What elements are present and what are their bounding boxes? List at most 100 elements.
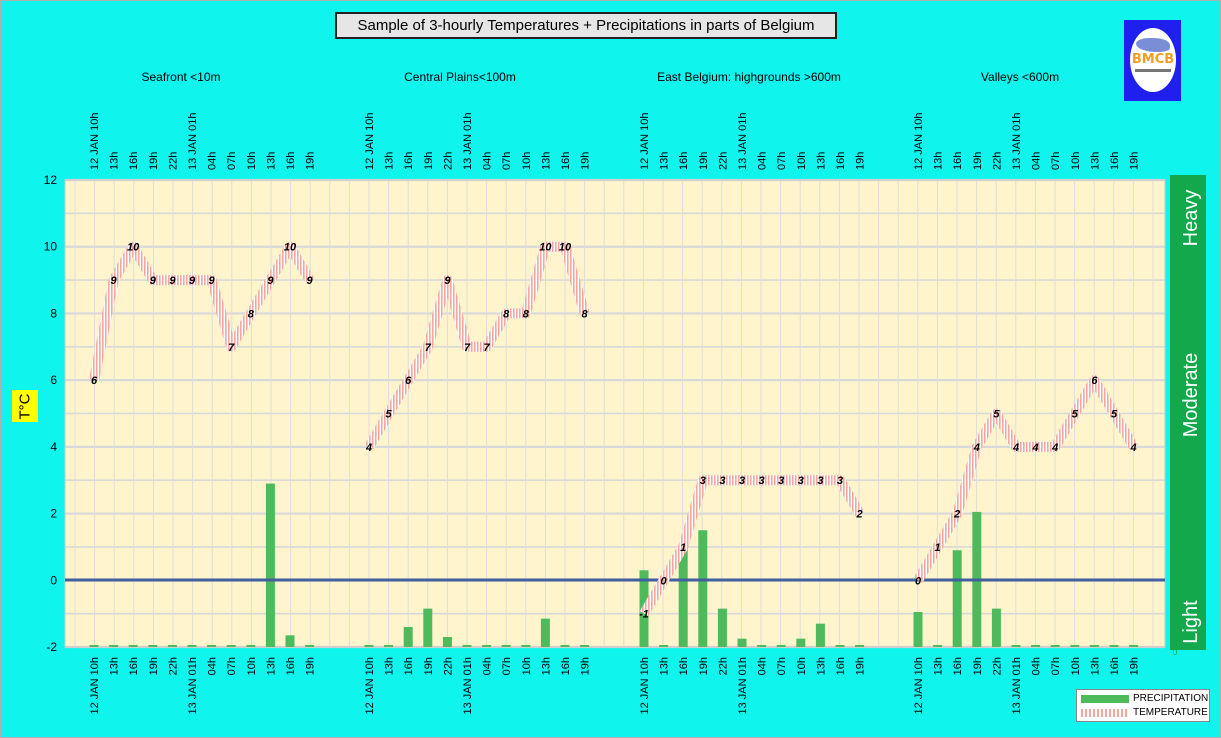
- x-tick-label-bottom: 13 JAN 01h: [1011, 657, 1023, 714]
- precipitation-bar: [678, 546, 688, 647]
- x-tick-label-top: 04h: [482, 152, 494, 170]
- x-tick-label-bottom: 22h: [442, 657, 454, 675]
- precipitation-bar: [423, 608, 433, 647]
- chart-legend: PRECIPITATION TEMPERATURE: [1076, 689, 1210, 722]
- precipitation-bar: [148, 645, 158, 647]
- x-tick-label-top: 19h: [423, 152, 435, 170]
- x-tick-label-top: 10h: [521, 152, 533, 170]
- x-tick-label-top: 13 JAN 01h: [187, 113, 199, 170]
- temperature-data-label: 3: [700, 475, 706, 487]
- x-tick-label-top: 10h: [246, 152, 258, 170]
- temperature-data-label: 7: [228, 342, 235, 354]
- x-tick-label-bottom: 13h: [109, 657, 121, 675]
- x-tick-label-bottom: 07h: [501, 657, 513, 675]
- x-tick-label-top: 13h: [659, 152, 671, 170]
- precipitation-bar: [501, 645, 511, 647]
- precipitation-bar: [913, 611, 923, 647]
- temperature-line: [913, 375, 1138, 583]
- group-title: Valleys <600m: [981, 70, 1059, 84]
- intensity-bar: Heavy Moderate Light 0: [1170, 175, 1206, 657]
- precipitation-bar: [1050, 645, 1060, 647]
- precipitation-bar: [226, 645, 236, 647]
- y-axis-label: T°C: [12, 390, 38, 422]
- precipitation-bar: [1129, 645, 1139, 647]
- temperature-data-label: 9: [150, 275, 157, 287]
- x-tick-label-top: 07h: [1050, 152, 1062, 170]
- temperature-data-label: 6: [1091, 375, 1098, 387]
- x-tick-label-bottom: 13h: [265, 657, 277, 675]
- belgium-map-icon: [1136, 38, 1170, 52]
- precipitation-bar: [815, 623, 825, 647]
- x-axis-ticks: 12 JAN 10h 12 JAN 10h 13h 13h 16h 16h 19h 19h 22…: [89, 113, 1141, 715]
- x-tick-label-bottom: 07h: [1050, 657, 1062, 675]
- temperature-data-label: 4: [365, 442, 372, 454]
- x-tick-label-top: 12 JAN 10h: [913, 113, 925, 170]
- x-tick-label-bottom: 04h: [757, 657, 769, 675]
- x-tick-label-top: 16h: [952, 152, 964, 170]
- plot-border: [64, 179, 1166, 648]
- x-tick-label-bottom: 19h: [698, 657, 710, 675]
- y-tick-label: -2: [46, 640, 57, 654]
- temperature-data-label: 8: [248, 308, 255, 320]
- x-tick-label-top: 12 JAN 10h: [639, 113, 651, 170]
- intensity-heavy-label: Heavy: [1180, 190, 1202, 247]
- x-tick-label-top: 22h: [442, 152, 454, 170]
- precipitation-bar: [991, 608, 1001, 647]
- x-tick-label-bottom: 13h: [540, 657, 552, 675]
- y-tick-label: 10: [44, 240, 58, 254]
- temperature-data-label: 7: [464, 342, 471, 354]
- temperature-data-label: 3: [837, 475, 843, 487]
- temperature-data-label: 8: [523, 308, 530, 320]
- temperature-data-label: 4: [973, 442, 980, 454]
- temperature-data-label: 6: [91, 375, 98, 387]
- temperature-data-label: 8: [582, 308, 589, 320]
- bmcb-logo: BMCB: [1124, 20, 1181, 101]
- x-tick-label-top: 13 JAN 01h: [462, 113, 474, 170]
- temperature-data-label: 0: [661, 575, 668, 587]
- group-title: Seafront <10m: [141, 70, 220, 84]
- intensity-moderate-label: Moderate: [1180, 353, 1202, 438]
- precipitation-bar: [442, 636, 452, 647]
- x-tick-label-bottom: 19h: [580, 657, 592, 675]
- x-tick-label-bottom: 13 JAN 01h: [462, 657, 474, 714]
- group-titles: Seafront <10m Central Plains<100m East Bel…: [141, 70, 1059, 84]
- x-tick-label-bottom: 12 JAN 10h: [639, 657, 651, 714]
- x-tick-label-top: 16h: [560, 152, 572, 170]
- x-tick-label-bottom: 16h: [285, 657, 297, 675]
- precipitation-bar: [285, 635, 295, 647]
- x-tick-label-top: 13 JAN 01h: [737, 113, 749, 170]
- y-tick-label: 12: [44, 173, 58, 187]
- temperature-line: [364, 241, 590, 450]
- intensity-corner-value: 0: [1172, 647, 1177, 657]
- temperature-data-label: -1: [639, 609, 649, 621]
- x-tick-label-bottom: 22h: [991, 657, 1003, 675]
- x-tick-label-bottom: 16h: [835, 657, 847, 675]
- temperature-data-label: 5: [1111, 409, 1118, 421]
- precipitation-bar: [1070, 645, 1080, 647]
- precipitation-bar: [462, 645, 472, 647]
- legend-swatch-precipitation: [1081, 695, 1129, 703]
- x-tick-label-bottom: 19h: [148, 657, 160, 675]
- x-tick-label-bottom: 16h: [1109, 657, 1121, 675]
- y-tick-label: 8: [50, 306, 57, 320]
- y-axis-ticks: -2 0 2 4 6 8 10 12: [44, 173, 58, 654]
- precipitation-bar: [1011, 645, 1021, 647]
- x-tick-label-top: 13h: [384, 152, 396, 170]
- x-tick-label-bottom: 16h: [678, 657, 690, 675]
- chart-title: Sample of 3-hourly Temperatures + Precip…: [335, 12, 837, 39]
- x-tick-label-bottom: 22h: [717, 657, 729, 675]
- x-tick-label-top: 22h: [991, 152, 1003, 170]
- x-tick-label-bottom: 10h: [1070, 657, 1082, 675]
- temperature-data-label: 9: [189, 275, 196, 287]
- temperature-data-label: 5: [1072, 409, 1079, 421]
- x-tick-label-top: 19h: [1129, 152, 1141, 170]
- temperature-data-label: 3: [759, 475, 765, 487]
- temperature-data-label: 10: [559, 242, 572, 254]
- x-tick-label-bottom: 16h: [403, 657, 415, 675]
- x-tick-label-bottom: 16h: [128, 657, 140, 675]
- precipitation-bar: [717, 608, 727, 647]
- x-tick-label-bottom: 13h: [384, 657, 396, 675]
- temperature-data-label: 3: [778, 475, 784, 487]
- precipitation-bar: [659, 645, 669, 647]
- temperature-data-label: 9: [307, 275, 314, 287]
